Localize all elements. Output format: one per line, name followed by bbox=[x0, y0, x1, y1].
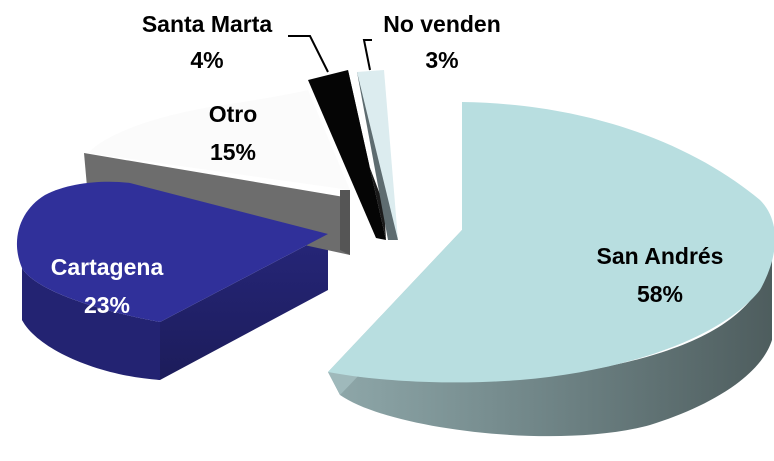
slice-side-san-andres bbox=[328, 255, 772, 437]
slice-cut-otro bbox=[340, 190, 350, 255]
slice-san-andres bbox=[328, 102, 774, 383]
value-santa-marta: 4% bbox=[190, 47, 223, 73]
slice-rim-cartagena bbox=[22, 268, 160, 380]
label-otro: Otro bbox=[209, 101, 258, 127]
leader-line-santa-marta bbox=[288, 35, 329, 73]
slice-cartagena bbox=[16, 181, 328, 322]
label-san-andres: San Andrés bbox=[597, 243, 724, 269]
value-no-venden: 3% bbox=[425, 47, 458, 73]
label-cartagena: Cartagena bbox=[51, 254, 164, 280]
label-santa-marta: Santa Marta bbox=[142, 11, 273, 37]
slice-no-venden bbox=[357, 70, 398, 240]
slice-labels: San Andrés 58% Cartagena 23% Otro 15% Sa… bbox=[51, 11, 724, 318]
value-san-andres: 58% bbox=[637, 281, 683, 307]
label-no-venden: No venden bbox=[383, 11, 501, 37]
slice-otro bbox=[88, 90, 350, 190]
leader-line-no-venden bbox=[362, 39, 372, 71]
slice-side-cartagena bbox=[22, 234, 328, 380]
value-cartagena: 23% bbox=[84, 292, 130, 318]
slice-tops bbox=[16, 70, 774, 383]
slice-santa-marta bbox=[308, 70, 386, 240]
value-otro: 15% bbox=[210, 139, 256, 165]
